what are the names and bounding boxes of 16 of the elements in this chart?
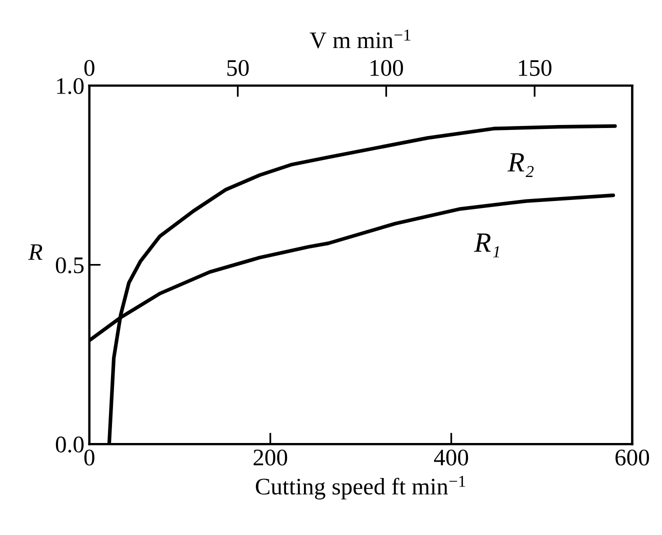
x2-tick-label: 150 xyxy=(518,60,552,76)
x-tick-label: 0 xyxy=(84,450,94,466)
x-tick-label: 600 xyxy=(616,450,650,466)
x-axis-title: Cutting speed ft min$^{−1}$ xyxy=(256,476,466,500)
x2-tick-label: 50 xyxy=(227,60,249,76)
y-tick-label: 1.0 xyxy=(57,78,84,94)
series-label: R₂ xyxy=(508,153,534,178)
y-tick-label: 0.5 xyxy=(56,257,84,274)
x2-tick-label: 0 xyxy=(84,60,94,76)
x-tick-label: 400 xyxy=(434,450,468,466)
x-tick-label: 200 xyxy=(254,450,288,466)
y-axis-title: R xyxy=(28,244,42,260)
x2-tick-label: 100 xyxy=(370,60,404,76)
y-tick-label: 0.0 xyxy=(56,436,84,453)
x2-axis-title: V m min$^{−1}$ xyxy=(310,30,410,48)
series-label: R₁ xyxy=(474,234,500,258)
